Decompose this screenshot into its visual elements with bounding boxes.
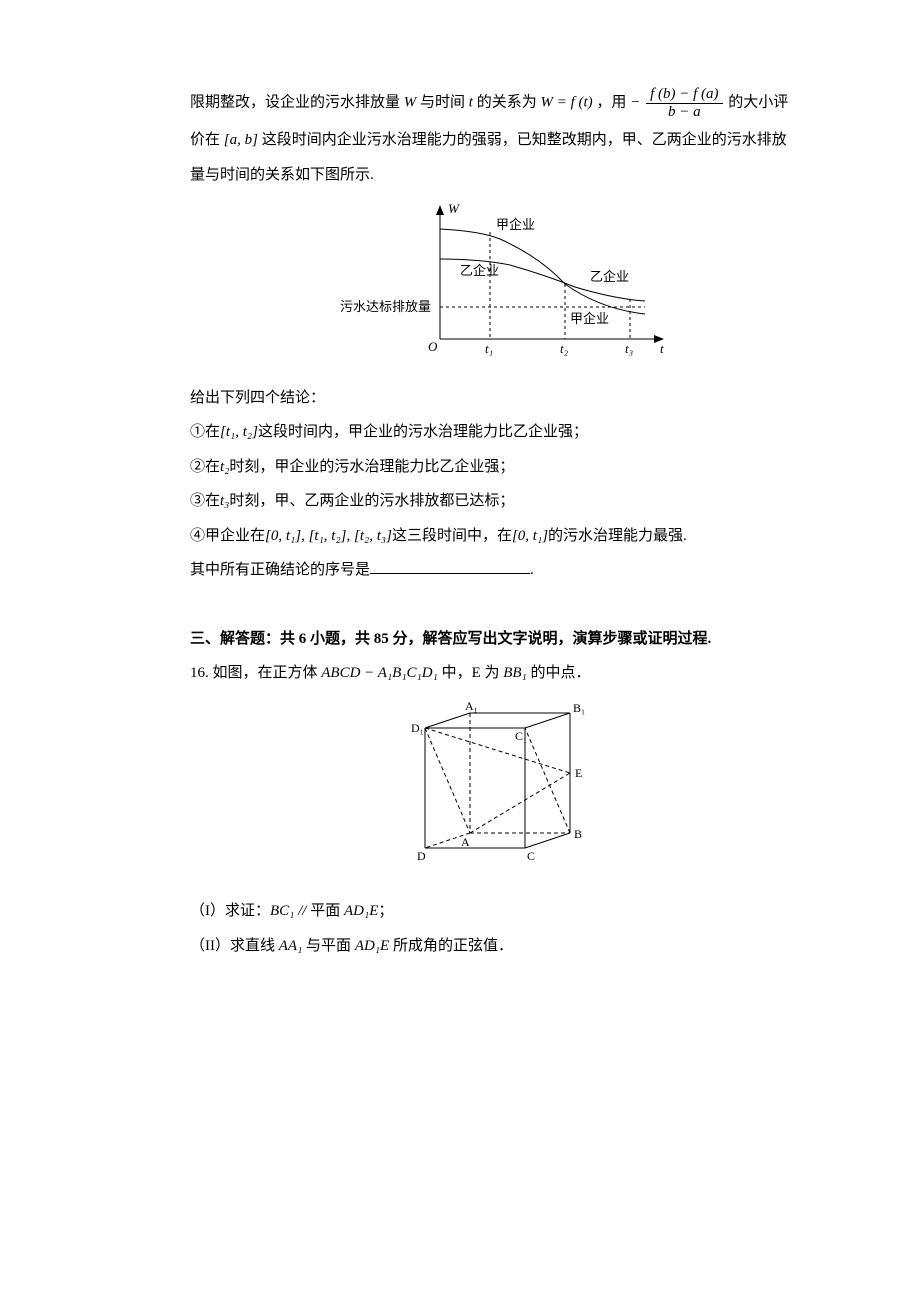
section3-heading: 三、解答题：共 6 小题，共 85 分，解答应写出文字说明，演算步骤或证明过程. — [190, 625, 830, 654]
cube-name: ABCD − A₁B₁C₁D₁ — [321, 665, 438, 681]
text: 平面 — [310, 903, 340, 919]
text: ④甲企业在 — [190, 528, 265, 544]
q15-c3: ③在t₃时刻，甲、乙两企业的污水排放都已达标； — [190, 487, 830, 516]
frac-num: f (b) − f (a) — [646, 86, 722, 104]
y-axis-label: W — [448, 201, 460, 216]
t1-label: t₁ — [485, 341, 493, 356]
q15-conclusions-intro: 给出下列四个结论： — [190, 384, 830, 413]
interval-ab: [a, b] — [224, 132, 258, 148]
label-D1: D₁ — [411, 721, 424, 735]
text: 与平面 — [306, 938, 351, 954]
t2: t₂ — [220, 459, 229, 475]
interval: [t₁, t₂] — [220, 424, 258, 440]
text: 与时间 — [420, 94, 465, 110]
label-B1: B₁ — [573, 701, 585, 715]
q16-part1: （I）求证：BC₁ // 平面 AD₁E； — [190, 897, 830, 926]
aa1: AA₁ — [275, 938, 306, 954]
q16-part2: （II）求直线 AA₁ 与平面 AD₁E 所成角的正弦值． — [190, 932, 830, 961]
t3: t₃ — [220, 493, 229, 509]
text: 的中点． — [531, 665, 591, 681]
text: ； — [378, 903, 393, 919]
ad1e: AD₁E — [351, 938, 393, 954]
cube-svg: A₁ B₁ C₁ D₁ E A B C D — [405, 698, 615, 873]
text: 所成角的正弦值． — [393, 938, 513, 954]
text: 的大小评 — [728, 94, 788, 110]
q16-stem: 16. 如图，在正方体 ABCD − A₁B₁C₁D₁ 中，E 为 BB₁ 的中… — [190, 659, 830, 688]
q15-chart: W 污水达标排放量 甲企业 乙企业 乙企业 甲企业 O t₁ t₂ t₃ t — [190, 199, 830, 370]
text: 中，E 为 — [442, 665, 500, 681]
text: 的污水治理能力最强. — [548, 528, 687, 544]
q15-c2: ②在t₂时刻，甲企业的污水治理能力比乙企业强； — [190, 453, 830, 482]
text: 限期整改，设企业的污水排放量 — [190, 94, 400, 110]
curve-a-right: 甲企业 — [570, 311, 609, 326]
func-eq: W = f (t) — [540, 94, 592, 110]
var-W: W — [404, 94, 417, 110]
text: 其中所有正确结论的序号是 — [190, 562, 370, 578]
label-A1: A₁ — [465, 699, 478, 713]
q15-c4: ④甲企业在[0, t₁], [t₁, t₂], [t₂, t₃]这三段时间中，在… — [190, 522, 830, 551]
t2-label: t₂ — [560, 341, 569, 356]
compliance-label: 污水达标排放量 — [340, 299, 431, 314]
text: ，用 — [596, 94, 626, 110]
label-A: A — [461, 835, 470, 849]
var-t: t — [469, 94, 473, 110]
t3-label: t₃ — [625, 341, 633, 356]
text: 这段时间内，甲企业的污水治理能力比乙企业强； — [258, 424, 588, 440]
answer-blank[interactable] — [370, 558, 530, 574]
bc1: BC₁ // — [270, 903, 310, 919]
minus: − — [630, 94, 640, 110]
fraction: f (b) − f (a) b − a — [646, 86, 722, 120]
text: 时刻，甲企业的污水治理能力比乙企业强； — [229, 459, 514, 475]
text: （I）求证： — [190, 903, 270, 919]
label-B: B — [574, 827, 582, 841]
label-C: C — [527, 849, 535, 863]
text: ③在 — [190, 493, 220, 509]
text: 的关系为 — [477, 94, 537, 110]
text: ①在 — [190, 424, 220, 440]
x-axis-label: t — [660, 341, 664, 356]
text: 这三段时间中，在 — [392, 528, 512, 544]
text: 三、解答题：共 6 小题，共 85 分，解答应写出文字说明，演算步骤或证明过程. — [190, 631, 711, 647]
chart-svg: W 污水达标排放量 甲企业 乙企业 乙企业 甲企业 O t₁ t₂ t₃ t — [330, 199, 690, 359]
frac-den: b − a — [646, 104, 722, 121]
q15-c1: ①在[t₁, t₂]这段时间内，甲企业的污水治理能力比乙企业强； — [190, 418, 830, 447]
text: 量与时间的关系如下图所示. — [190, 167, 374, 183]
text: 16. 如图，在正方体 — [190, 665, 318, 681]
intervals: [0, t₁], [t₁, t₂], [t₂, t₃] — [265, 528, 392, 544]
text: ②在 — [190, 459, 220, 475]
bb1: BB₁ — [503, 665, 527, 681]
ad1e: AD₁E — [340, 903, 378, 919]
label-E: E — [575, 766, 582, 780]
curve-b-right: 乙企业 — [590, 269, 629, 284]
text: （II）求直线 — [190, 938, 275, 954]
text: 给出下列四个结论： — [190, 390, 325, 406]
label-C1: C₁ — [515, 729, 527, 743]
origin-label: O — [428, 339, 438, 354]
text: 价在 — [190, 132, 220, 148]
period: . — [530, 562, 534, 578]
text: 这段时间内企业污水治理能力的强弱，已知整改期内，甲、乙两企业的污水排放 — [262, 132, 787, 148]
q16-figure: A₁ B₁ C₁ D₁ E A B C D — [190, 698, 830, 884]
curve-b-top: 乙企业 — [460, 263, 499, 278]
text: 时刻，甲、乙两企业的污水排放都已达标； — [229, 493, 514, 509]
interval2: [0, t₁] — [512, 528, 548, 544]
q15-ask: 其中所有正确结论的序号是. — [190, 556, 830, 585]
q15-line3: 量与时间的关系如下图所示. — [190, 161, 830, 190]
label-D: D — [417, 849, 426, 863]
curve-a-top: 甲企业 — [496, 217, 535, 232]
q15-line2: 价在 [a, b] 这段时间内企业污水治理能力的强弱，已知整改期内，甲、乙两企业… — [190, 126, 830, 155]
q15-line1: 限期整改，设企业的污水排放量 W 与时间 t 的关系为 W = f (t) ，用… — [190, 86, 830, 120]
